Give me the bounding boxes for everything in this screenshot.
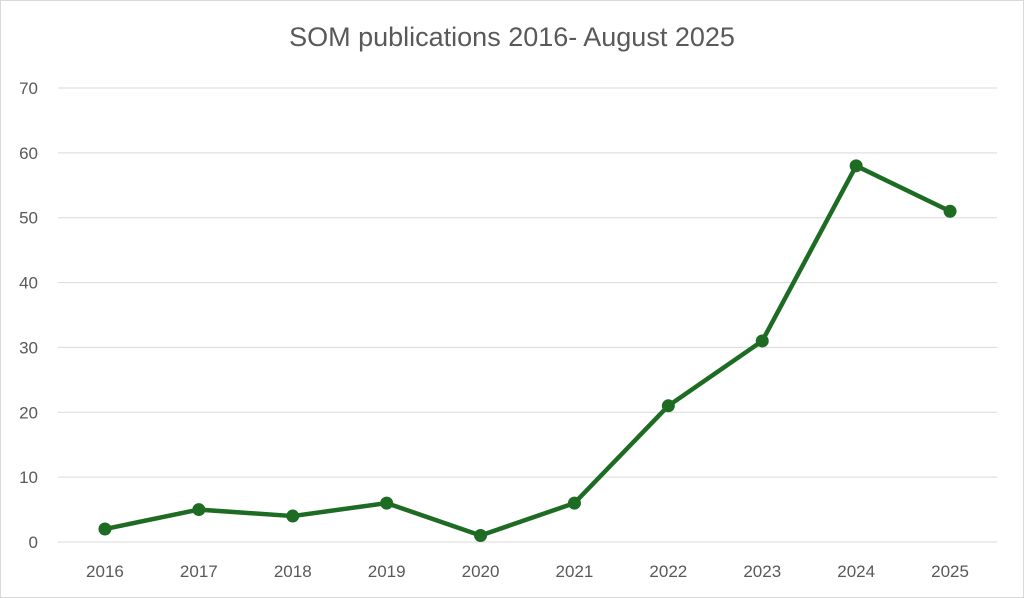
x-axis-ticks: 2016 2017 2018 2019 2020 2021 2022 2023 2024 2025 bbox=[86, 562, 969, 581]
data-point-2022 bbox=[661, 399, 675, 413]
data-point-2020 bbox=[474, 529, 488, 543]
x-tick-label-2017: 2017 bbox=[180, 562, 218, 581]
data-point-2016 bbox=[98, 522, 112, 536]
x-tick-label-2020: 2020 bbox=[462, 562, 500, 581]
y-tick-label-0: 0 bbox=[29, 533, 38, 552]
x-tick-label-2019: 2019 bbox=[368, 562, 406, 581]
x-tick-label-2025: 2025 bbox=[931, 562, 969, 581]
x-tick-label-2024: 2024 bbox=[837, 562, 875, 581]
x-tick-label-2023: 2023 bbox=[743, 562, 781, 581]
y-tick-label-60: 60 bbox=[19, 144, 38, 163]
series-line-0 bbox=[102, 163, 953, 538]
data-point-2024 bbox=[849, 159, 863, 173]
y-tick-label-50: 50 bbox=[19, 209, 38, 228]
data-point-2017 bbox=[192, 503, 206, 517]
x-tick-label-2018: 2018 bbox=[274, 562, 312, 581]
y-tick-label-20: 20 bbox=[19, 403, 38, 422]
series-layer bbox=[98, 159, 957, 543]
y-tick-label-30: 30 bbox=[19, 338, 38, 357]
x-tick-label-2022: 2022 bbox=[649, 562, 687, 581]
y-tick-label-10: 10 bbox=[19, 468, 38, 487]
x-tick-label-2021: 2021 bbox=[556, 562, 594, 581]
chart-title: SOM publications 2016- August 2025 bbox=[289, 22, 735, 52]
data-point-2025 bbox=[943, 204, 957, 218]
data-point-2023 bbox=[755, 334, 769, 348]
data-point-2021 bbox=[567, 496, 581, 510]
y-tick-label-40: 40 bbox=[19, 274, 38, 293]
data-point-2018 bbox=[286, 509, 300, 523]
y-tick-label-70: 70 bbox=[19, 79, 38, 98]
y-axis-ticks: 0 10 20 30 40 50 60 70 bbox=[19, 79, 38, 552]
gridlines bbox=[58, 87, 997, 543]
x-tick-label-2016: 2016 bbox=[86, 562, 124, 581]
data-point-2019 bbox=[380, 496, 394, 510]
